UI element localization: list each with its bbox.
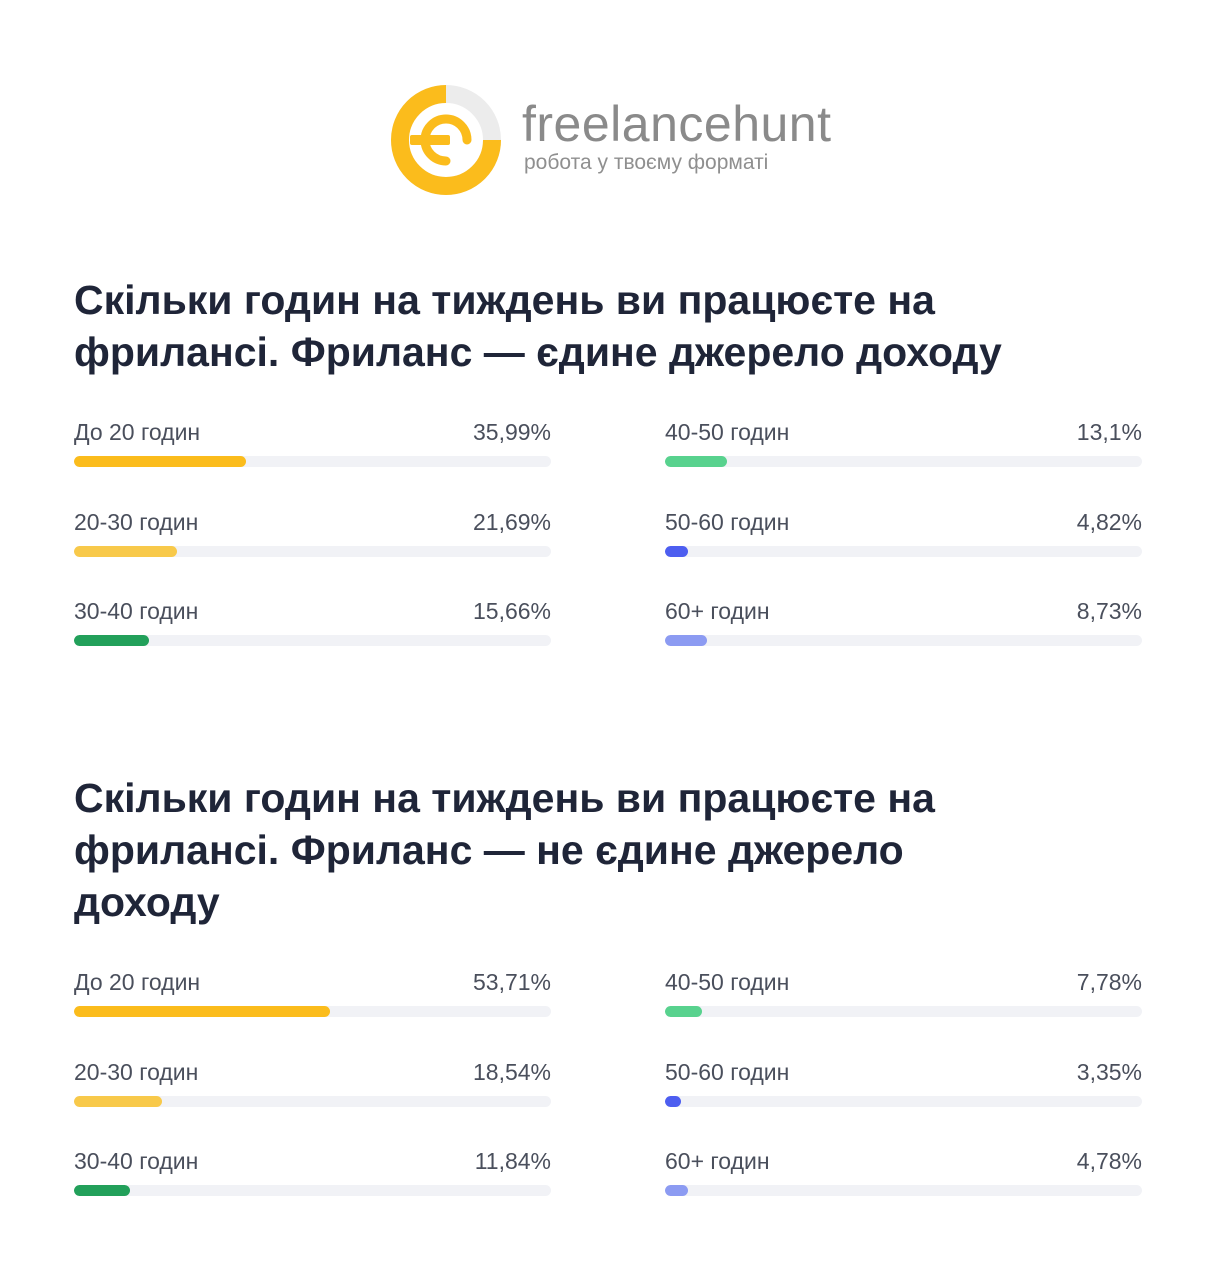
survey-section-not-sole-income: Скільки годин на тиждень ви працюєте на … bbox=[74, 772, 1149, 1218]
bar bbox=[74, 635, 149, 646]
bar-row: 30-40 годин 11,84% bbox=[74, 1147, 551, 1197]
bar-row: 40-50 годин 7,78% bbox=[665, 968, 1142, 1018]
bar bbox=[74, 546, 178, 557]
bar-label: 60+ годин bbox=[665, 1148, 770, 1174]
bar-label: 40-50 годин bbox=[665, 969, 790, 995]
brand-logo: freelancehunt робота у твоєму форматі bbox=[390, 84, 850, 196]
bar-label: До 20 годин bbox=[74, 969, 201, 995]
hours-bar-chart: До 20 годин 35,99% 20-30 годин 21,69% 30-40 … bbox=[74, 418, 1149, 668]
bar-value-label: 11,84% bbox=[474, 1148, 551, 1174]
bar-row: 50-60 годин 4,82% bbox=[665, 508, 1142, 558]
bar-row: До 20 годин 35,99% bbox=[74, 418, 551, 468]
brand-tagline: робота у твоєму форматі bbox=[524, 151, 769, 174]
bar-value-label: 4,78% bbox=[1076, 1148, 1142, 1174]
bar-label: 20-30 годин bbox=[74, 509, 199, 535]
bar bbox=[665, 456, 728, 467]
bar-label: 20-30 годин bbox=[74, 1059, 199, 1085]
bar bbox=[665, 1185, 688, 1196]
hours-bar-chart: До 20 годин 53,71% 20-30 годин 18,54% 30-40 … bbox=[74, 968, 1149, 1218]
brand-name: freelancehunt bbox=[522, 96, 832, 152]
bar-row: 20-30 годин 18,54% bbox=[74, 1058, 551, 1108]
bar-value-label: 15,66% bbox=[472, 598, 551, 624]
bar-value-label: 53,71% bbox=[472, 969, 551, 995]
chart-title: Скільки годин на тиждень ви працюєте на … bbox=[74, 277, 1002, 375]
bar-label: До 20 годин bbox=[74, 419, 201, 445]
bar-row: 60+ годин 4,78% bbox=[665, 1147, 1142, 1197]
bar-track bbox=[665, 456, 1142, 467]
bar bbox=[665, 1006, 703, 1017]
bar-row: До 20 годин 53,71% bbox=[74, 968, 551, 1018]
bar bbox=[74, 1006, 331, 1017]
bar-value-label: 21,69% bbox=[472, 509, 551, 535]
bar-value-label: 4,82% bbox=[1076, 509, 1142, 535]
bar-value-label: 13,1% bbox=[1076, 419, 1142, 445]
bar bbox=[74, 1096, 163, 1107]
bar-label: 50-60 годин bbox=[665, 1059, 790, 1085]
bar-label: 60+ годин bbox=[665, 598, 770, 624]
bar bbox=[74, 1185, 131, 1196]
bar-label: 30-40 годин bbox=[74, 1148, 199, 1174]
bar-track bbox=[74, 546, 551, 557]
bar-track bbox=[74, 1006, 551, 1017]
chart-title: Скільки годин на тиждень ви працюєте на … bbox=[74, 775, 935, 925]
bar-value-label: 3,35% bbox=[1076, 1059, 1142, 1085]
bar-row: 30-40 годин 15,66% bbox=[74, 597, 551, 647]
bar-track bbox=[665, 546, 1142, 557]
bar-track bbox=[665, 1185, 1142, 1196]
bar-label: 40-50 годин bbox=[665, 419, 790, 445]
bar-value-label: 18,54% bbox=[472, 1059, 551, 1085]
bar-label: 30-40 годин bbox=[74, 598, 199, 624]
bar-track bbox=[665, 1006, 1142, 1017]
freelancehunt-logo-icon bbox=[391, 85, 501, 195]
bar-track bbox=[74, 1185, 551, 1196]
bar bbox=[665, 1096, 681, 1107]
bar-row: 60+ годин 8,73% bbox=[665, 597, 1142, 647]
bar-row: 50-60 годин 3,35% bbox=[665, 1058, 1142, 1108]
survey-section-sole-income: Скільки годин на тиждень ви працюєте на … bbox=[74, 274, 1149, 668]
bar-track bbox=[74, 635, 551, 646]
bar-track bbox=[74, 1096, 551, 1107]
bar-track bbox=[74, 456, 551, 467]
bar bbox=[665, 546, 688, 557]
bar bbox=[665, 635, 707, 646]
bar-value-label: 7,78% bbox=[1076, 969, 1142, 995]
bar-row: 20-30 годин 21,69% bbox=[74, 508, 551, 558]
bar-value-label: 35,99% bbox=[472, 419, 551, 445]
bar-track bbox=[665, 1096, 1142, 1107]
bar bbox=[74, 456, 246, 467]
bar-row: 40-50 годин 13,1% bbox=[665, 418, 1142, 468]
bar-track bbox=[665, 635, 1142, 646]
bar-value-label: 8,73% bbox=[1076, 598, 1142, 624]
bar-label: 50-60 годин bbox=[665, 509, 790, 535]
